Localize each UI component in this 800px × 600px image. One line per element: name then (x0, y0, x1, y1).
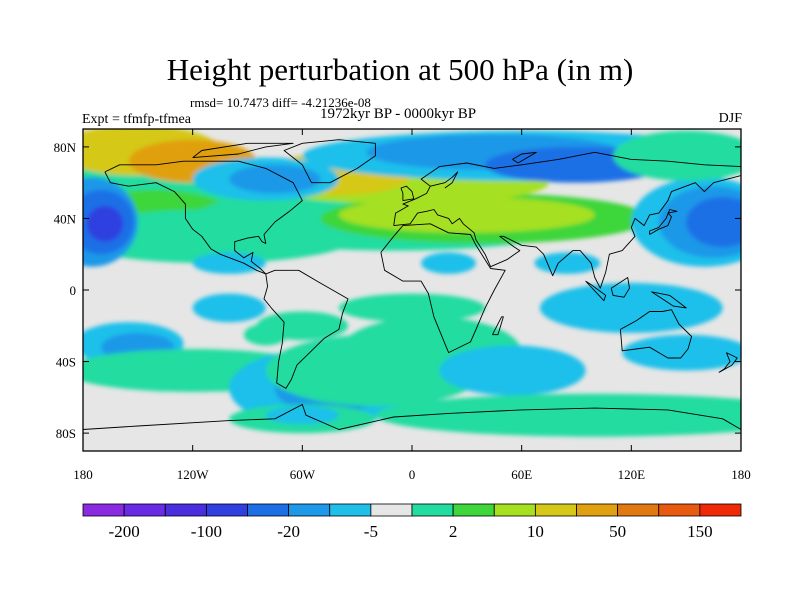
coastline (512, 151, 537, 164)
lon-tick-label: 120W (177, 467, 210, 482)
coastline (491, 316, 504, 336)
season-label: DJF (718, 111, 742, 126)
coastline (610, 277, 630, 298)
coastline (104, 160, 303, 275)
colorbar-swatch (370, 503, 413, 517)
field-region (192, 293, 266, 323)
coastline (585, 280, 607, 302)
lat-tick-label: 0 (70, 283, 77, 298)
colorbar-swatch (247, 503, 290, 517)
colorbar-swatch (534, 503, 577, 517)
colorbar-swatch (164, 503, 207, 517)
lat-tick-label: 40N (54, 211, 77, 226)
field-region (421, 252, 476, 274)
colorbar-label: -100 (191, 522, 222, 541)
map-area (83, 129, 741, 451)
coastline (283, 139, 376, 184)
field-region (338, 196, 595, 233)
colorbar-swatch (82, 503, 125, 517)
colorbar-swatch (329, 503, 372, 517)
coastline (651, 291, 687, 309)
coastline (649, 209, 678, 235)
colorbar-swatch (123, 503, 166, 517)
coastline (263, 269, 349, 389)
lat-tick-label: 80N (54, 140, 77, 155)
lon-tick-label: 180 (73, 467, 93, 482)
field-region (622, 334, 741, 371)
lon-tick-label: 60W (290, 467, 316, 482)
colorbar-swatch (658, 503, 701, 517)
lat-tick-label: 80S (56, 426, 76, 441)
period-label: 1972kyr BP - 0000kyr BP (320, 106, 477, 122)
colorbar-label: -20 (277, 522, 300, 541)
colorbar-swatch (452, 503, 495, 517)
coastline (718, 352, 738, 373)
colorbar-label: 50 (609, 522, 626, 541)
field-region (338, 293, 486, 323)
colorbar: -200 -100 -20 -5 2 10 50 150 (82, 503, 742, 541)
field-region (229, 164, 321, 194)
field-region (439, 345, 586, 396)
colorbar-swatch (493, 503, 536, 517)
stats-line: rmsd= 10.7473 diff= -4.21236e-08 (190, 95, 371, 110)
field-region (86, 205, 124, 242)
coastline (619, 309, 693, 359)
colorbar-swatch (205, 503, 248, 517)
coastline (192, 142, 294, 159)
lon-tick-label: 120E (618, 467, 646, 482)
colorbar-swatch (411, 503, 454, 517)
coastline (380, 223, 506, 354)
colorbar-swatch (699, 503, 742, 517)
colorbar-label: -200 (109, 522, 140, 541)
colorbar-swatch (576, 503, 619, 517)
coastline (393, 151, 741, 289)
perturbation-field (83, 129, 741, 437)
field-region (539, 282, 723, 333)
colorbar-swatch (288, 503, 331, 517)
coastline (83, 404, 741, 430)
coastline (400, 185, 415, 202)
experiment-label: Expt = tfmfp-tfmea (82, 112, 191, 127)
coastline (430, 171, 459, 189)
field-region (375, 393, 741, 437)
colorbar-label: 150 (687, 522, 713, 541)
colorbar-label: 2 (449, 522, 458, 541)
field-region (686, 196, 741, 248)
field-region (265, 406, 339, 425)
coastlines (83, 139, 741, 430)
field-region (192, 252, 266, 274)
colorbar-swatch (617, 503, 660, 517)
chart-title: Height perturbation at 500 hPa (in m) (166, 52, 634, 87)
field-region (613, 130, 741, 181)
lon-tick-label: 180 (731, 467, 751, 482)
colorbar-label: 10 (527, 522, 544, 541)
map-axes: 80N 40N 0 40S 80S 180 120W 60W 0 60E 120E 180 (54, 129, 751, 482)
colorbar-label: -5 (364, 522, 378, 541)
field-region (534, 252, 601, 274)
lon-tick-label: 0 (409, 467, 416, 482)
lat-tick-label: 40S (56, 355, 76, 370)
field-region (243, 323, 288, 346)
lon-tick-label: 60E (511, 467, 532, 482)
